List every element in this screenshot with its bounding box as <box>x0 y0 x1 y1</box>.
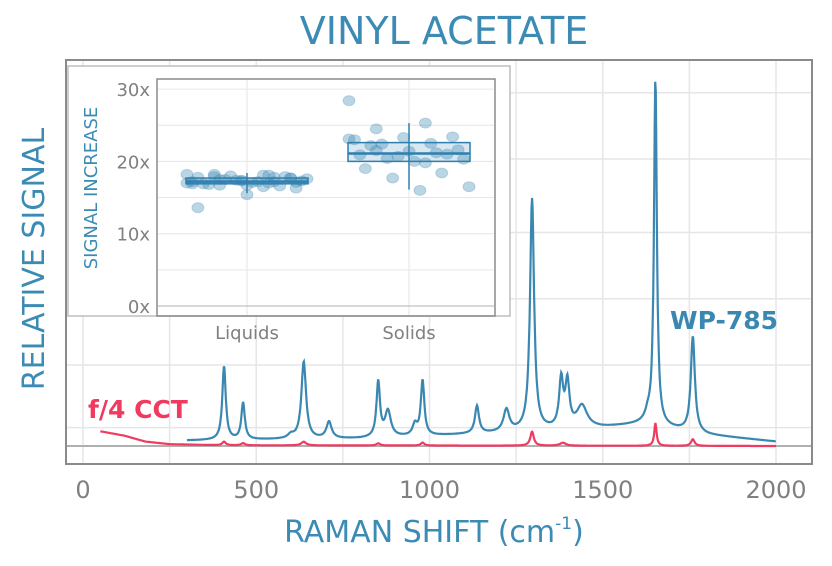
data-point <box>418 157 432 169</box>
inset-y-tick-label: 0x <box>128 297 150 318</box>
x-tick-label: 0 <box>75 476 90 504</box>
x-tick-label: 1000 <box>399 476 460 504</box>
inset-plot-frame <box>156 78 496 317</box>
data-point <box>413 184 427 196</box>
inset-chart: SIGNAL INCREASE 0x 10x 20x 30x Liquids Solids <box>67 65 511 344</box>
data-point <box>207 168 221 180</box>
data-point <box>462 181 476 193</box>
x-tick-label: 2000 <box>745 476 806 504</box>
wp785-label: WP-785 <box>670 306 778 335</box>
data-point <box>369 123 383 135</box>
cct-label: f/4 CCT <box>88 395 188 424</box>
spectra <box>100 81 776 448</box>
inset-y-tick-label: 30x <box>116 80 150 101</box>
x-ticks: 0 500 1000 1500 2000 <box>75 476 806 504</box>
data-point <box>418 117 432 129</box>
inset-x-tick-label: Liquids <box>215 323 279 344</box>
main-plot-frame <box>65 59 813 465</box>
data-point <box>342 133 356 145</box>
data-point <box>358 163 372 175</box>
y-axis-label: RELATIVE SIGNAL <box>17 128 52 391</box>
data-point <box>386 172 400 184</box>
series-line-f-4-cct <box>100 422 776 448</box>
inset-y-tick-label: 20x <box>116 152 150 173</box>
inset-y-tick-label: 10x <box>116 225 150 246</box>
data-point <box>446 131 460 143</box>
x-axis-label-main: RAMAN SHIFT (cm <box>284 515 555 550</box>
chart-title: VINYL ACETATE <box>300 9 589 53</box>
data-point <box>342 95 356 107</box>
inset-marks <box>180 95 476 214</box>
box <box>347 141 471 163</box>
series-line-wp-785 <box>186 81 776 443</box>
x-axis-label: RAMAN SHIFT (cm-1) <box>284 514 584 550</box>
x-tick-label: 1500 <box>572 476 633 504</box>
data-point <box>397 132 411 144</box>
data-point <box>180 168 194 180</box>
x-tick-label: 500 <box>233 476 279 504</box>
x-axis-label-sup: -1 <box>555 514 572 534</box>
inset-x-tick-label: Solids <box>382 323 435 344</box>
data-point <box>435 167 449 179</box>
data-point <box>375 138 389 150</box>
inset-frame <box>67 65 511 317</box>
inset-y-axis-label: SIGNAL INCREASE <box>81 107 102 270</box>
data-point <box>191 202 205 214</box>
x-axis-label-end: ) <box>572 515 584 550</box>
